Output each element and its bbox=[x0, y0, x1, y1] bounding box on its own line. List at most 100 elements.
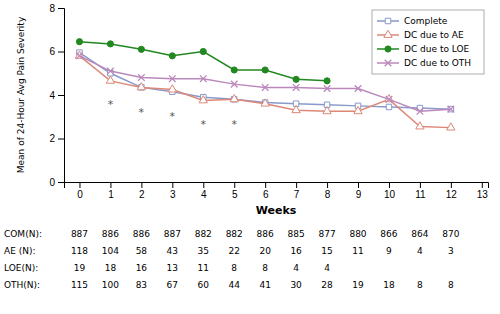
table-cell: 866 bbox=[380, 229, 397, 239]
legend-symbol bbox=[385, 18, 390, 23]
table-cell: 104 bbox=[102, 246, 119, 256]
x-tick-label: 4 bbox=[201, 189, 207, 200]
x-tick: 11 bbox=[415, 182, 426, 200]
x-tick-label: 1 bbox=[108, 189, 114, 200]
series-marker bbox=[200, 75, 207, 82]
x-axis-line bbox=[65, 183, 489, 189]
table-cell: 44 bbox=[228, 280, 240, 290]
y-axis: 02468 bbox=[49, 3, 64, 188]
x-tick-mark bbox=[358, 182, 359, 188]
table-cell: 16 bbox=[136, 263, 148, 273]
y-tick: 2 bbox=[49, 133, 64, 144]
y-tick-mark bbox=[58, 95, 64, 96]
table-cell: 8 bbox=[262, 263, 268, 273]
table-cell: 8 bbox=[448, 280, 454, 290]
x-tick: 0 bbox=[77, 182, 83, 200]
annotation: * bbox=[201, 118, 207, 131]
series-marker bbox=[324, 78, 330, 84]
x-tick: 12 bbox=[446, 182, 458, 200]
table-cell: 9 bbox=[386, 246, 392, 256]
legend: Complete DC due to AE DC due to LOE DC due … bbox=[372, 10, 484, 74]
x-tick-mark bbox=[203, 182, 204, 188]
y-tick-label: 0 bbox=[49, 177, 55, 188]
x-tick-mark bbox=[327, 182, 328, 188]
table-row-label: AE (N): bbox=[4, 246, 36, 256]
annotation: * bbox=[170, 110, 176, 123]
series-marker bbox=[169, 53, 175, 59]
x-tick: 7 bbox=[294, 182, 300, 200]
x-tick-label: 7 bbox=[294, 189, 300, 200]
x-tick-label: 12 bbox=[446, 189, 458, 200]
table-cell: 882 bbox=[226, 229, 243, 239]
table-cell: 4 bbox=[324, 263, 330, 273]
table-cell: 58 bbox=[136, 246, 148, 256]
series-marker bbox=[76, 39, 82, 45]
series-marker bbox=[230, 95, 238, 102]
series-marker bbox=[448, 106, 455, 113]
x-tick-label: 11 bbox=[415, 189, 426, 200]
y-tick-mark bbox=[58, 8, 64, 9]
annotations: * * * * * bbox=[108, 98, 238, 131]
y-tick-mark bbox=[58, 52, 64, 53]
legend-label: DC due to LOE bbox=[404, 44, 470, 54]
table-cell: 19 bbox=[352, 280, 364, 290]
x-axis-title: Weeks bbox=[256, 204, 297, 217]
series-marker bbox=[169, 75, 176, 82]
annotation: * bbox=[139, 106, 145, 119]
table-cell: 886 bbox=[133, 229, 150, 239]
table-cell: 15 bbox=[321, 246, 332, 256]
series-markers bbox=[75, 51, 455, 130]
x-tick-label: 6 bbox=[263, 189, 269, 200]
legend-entry: Complete bbox=[377, 16, 448, 26]
x-tick-label: 9 bbox=[356, 189, 362, 200]
y-tick-mark bbox=[58, 139, 64, 140]
series-marker bbox=[293, 76, 299, 82]
series-markers bbox=[76, 39, 330, 84]
series-marker bbox=[76, 53, 83, 60]
y-tick-label: 6 bbox=[49, 46, 55, 57]
series-marker bbox=[292, 105, 300, 112]
series-marker bbox=[200, 48, 206, 54]
series-marker bbox=[324, 85, 331, 92]
table-cell: 882 bbox=[195, 229, 212, 239]
table-cell: 16 bbox=[290, 246, 302, 256]
x-tick-mark bbox=[172, 182, 173, 188]
series-marker bbox=[417, 108, 424, 115]
x-tick: 9 bbox=[356, 182, 362, 200]
x-tick-label: 2 bbox=[139, 189, 145, 200]
legend-entry: DC due to LOE bbox=[377, 44, 470, 54]
legend-label: Complete bbox=[404, 16, 448, 26]
series-marker bbox=[447, 123, 455, 130]
annotation: * bbox=[231, 118, 237, 131]
legend-label: DC due to AE bbox=[404, 30, 464, 40]
y-tick-label: 2 bbox=[49, 133, 55, 144]
y-tick-mark bbox=[58, 182, 64, 183]
series-marker bbox=[199, 96, 207, 103]
x-tick-mark bbox=[110, 182, 111, 188]
series-marker bbox=[138, 46, 144, 52]
x-tick-mark bbox=[482, 182, 483, 188]
legend-label: DC due to OTH bbox=[404, 58, 471, 68]
x-tick-mark bbox=[141, 182, 142, 188]
x-tick-mark bbox=[234, 182, 235, 188]
table-cell: 43 bbox=[167, 246, 178, 256]
table-cell: 887 bbox=[71, 229, 88, 239]
x-tick: 4 bbox=[201, 182, 207, 200]
x-tick-label: 10 bbox=[384, 189, 396, 200]
table-cell: 11 bbox=[198, 263, 209, 273]
y-axis-title: Mean of 24-Hour Avg Pain Severity bbox=[16, 16, 26, 173]
series-marker bbox=[137, 83, 145, 90]
series-marker bbox=[106, 76, 114, 83]
series-marker bbox=[261, 99, 269, 106]
annotation: * bbox=[108, 98, 114, 111]
table-cell: 18 bbox=[383, 280, 395, 290]
table-cell: 886 bbox=[257, 229, 274, 239]
table-cell: 60 bbox=[198, 280, 210, 290]
table-cell: 886 bbox=[102, 229, 119, 239]
table-row-label: OTH(N): bbox=[4, 280, 40, 290]
legend-entry: DC due to OTH bbox=[377, 58, 471, 68]
table-row-label: LOE(N): bbox=[4, 263, 38, 273]
y-tick: 6 bbox=[49, 46, 64, 57]
series-marker bbox=[323, 107, 331, 114]
x-tick-mark bbox=[296, 182, 297, 188]
